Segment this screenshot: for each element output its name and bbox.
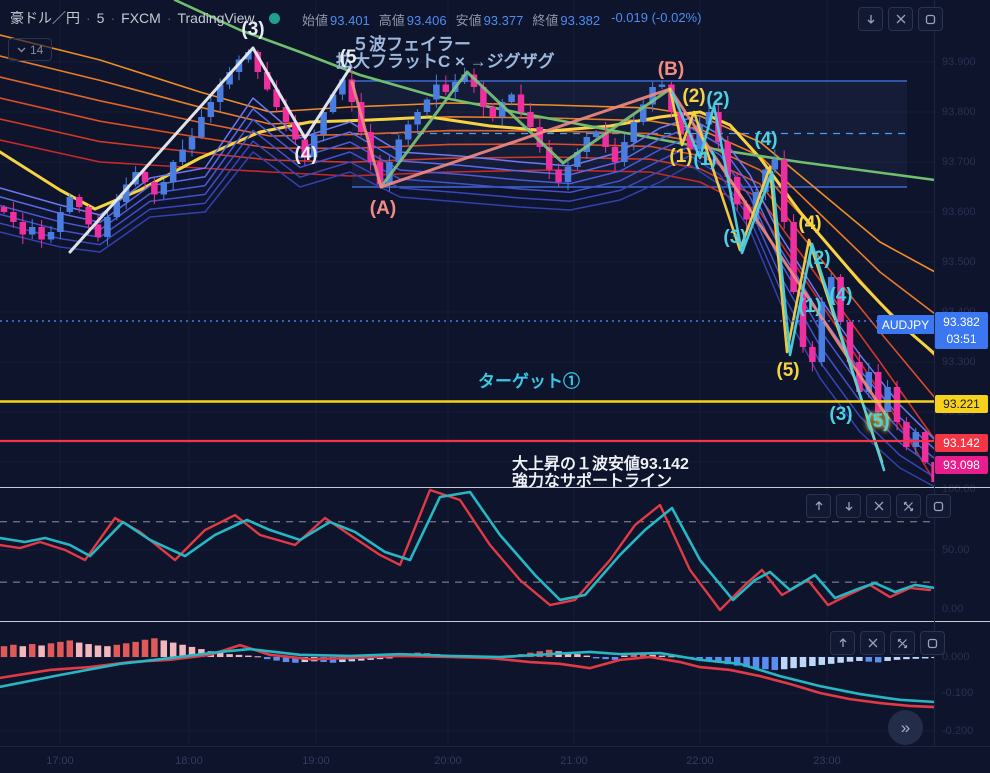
time-tick: 23:00 bbox=[813, 755, 841, 767]
stoch-tick: 100.00 bbox=[942, 483, 976, 495]
collapse-icon bbox=[897, 638, 908, 648]
pink-level-label: 93.098 bbox=[935, 456, 988, 474]
close-icon bbox=[874, 501, 883, 511]
stoch-tick: 50.00 bbox=[942, 544, 970, 556]
time-tick: 21:00 bbox=[560, 755, 588, 767]
maximize-icon bbox=[925, 14, 936, 24]
high-value: 93.406 bbox=[406, 13, 447, 28]
time-tick: 22:00 bbox=[686, 755, 714, 767]
close-value: 93.382 bbox=[560, 13, 601, 28]
separator-dot: · bbox=[166, 10, 172, 26]
yellow-level-label: 93.221 bbox=[935, 395, 988, 413]
collapse-icon bbox=[903, 501, 914, 511]
macd-tick: -0.200 bbox=[942, 725, 974, 737]
go-to-realtime-button[interactable]: » bbox=[888, 710, 923, 745]
price-tick: 93.300 bbox=[942, 356, 976, 368]
close-pane-button[interactable] bbox=[888, 7, 913, 31]
collapse-pane-button[interactable] bbox=[890, 631, 915, 655]
macd-tick: -0.100 bbox=[942, 687, 974, 699]
arrow-up-icon bbox=[839, 638, 846, 647]
legend-collapse-chip[interactable]: 14 bbox=[8, 38, 53, 61]
low-value: 93.377 bbox=[483, 13, 524, 28]
maximize-icon bbox=[927, 638, 938, 648]
close-label: 終値 bbox=[532, 13, 559, 28]
maximize-icon bbox=[933, 501, 944, 511]
price-tick: 93.600 bbox=[942, 206, 976, 218]
open-value: 93.401 bbox=[330, 13, 370, 28]
time-tick: 19:00 bbox=[302, 755, 330, 767]
move-pane-up-button[interactable] bbox=[806, 494, 831, 518]
move-pane-up-button[interactable] bbox=[830, 631, 855, 655]
price-tick: 93.800 bbox=[942, 106, 976, 118]
separator-dot: · bbox=[110, 10, 116, 26]
price-tick: 93.700 bbox=[942, 156, 976, 168]
maximize-pane-button[interactable] bbox=[926, 494, 951, 518]
symbol-title[interactable]: 豪ドル／円 bbox=[10, 10, 80, 26]
maximize-pane-button[interactable] bbox=[918, 7, 943, 31]
time-axis[interactable]: 17:00 18:00 19:00 20:00 21:00 22:00 23:00 bbox=[0, 746, 990, 773]
legend-count: 14 bbox=[30, 42, 44, 57]
arrow-up-icon bbox=[815, 501, 822, 510]
move-pane-down-button[interactable] bbox=[858, 7, 883, 31]
macd-pane-buttons bbox=[830, 631, 945, 655]
exchange-name: FXCM bbox=[121, 10, 161, 26]
vendor-name: TradingView bbox=[177, 10, 255, 26]
market-status-icon[interactable] bbox=[268, 12, 280, 24]
low-label: 安値 bbox=[455, 13, 482, 28]
arrow-down-icon bbox=[845, 502, 852, 511]
close-pane-button[interactable] bbox=[860, 631, 885, 655]
main-pane-buttons bbox=[858, 7, 943, 31]
high-label: 高値 bbox=[378, 13, 405, 28]
stoch-pane-buttons bbox=[806, 494, 951, 518]
chevron-down-icon bbox=[17, 47, 26, 52]
close-icon bbox=[896, 14, 905, 24]
red-level-label: 93.142 bbox=[935, 434, 988, 452]
symbol-header[interactable]: 豪ドル／円 · 5 · FXCM · TradingView bbox=[10, 8, 280, 28]
stoch-tick: 0.00 bbox=[942, 603, 964, 615]
collapse-pane-button[interactable] bbox=[896, 494, 921, 518]
move-pane-down-button[interactable] bbox=[836, 494, 861, 518]
pane-separator[interactable] bbox=[0, 487, 990, 488]
close-icon bbox=[868, 638, 877, 648]
open-label: 始値 bbox=[302, 13, 329, 28]
separator-dot: · bbox=[86, 10, 91, 26]
macd-tick: 0.000 bbox=[942, 651, 970, 663]
pane-separator[interactable] bbox=[0, 621, 990, 622]
price-tick: 93.500 bbox=[942, 256, 976, 268]
close-pane-button[interactable] bbox=[866, 494, 891, 518]
maximize-pane-button[interactable] bbox=[920, 631, 945, 655]
symbol-price-tag: AUDJPY bbox=[877, 315, 934, 334]
scale-separator bbox=[934, 0, 935, 746]
time-tick: 17:00 bbox=[46, 755, 74, 767]
price-tick: 93.900 bbox=[942, 56, 976, 68]
time-tick: 20:00 bbox=[434, 755, 462, 767]
time-tick: 18:00 bbox=[175, 755, 203, 767]
arrow-down-icon bbox=[867, 15, 874, 24]
current-price-value: 93.382 bbox=[943, 314, 980, 329]
current-price-label: 93.382 03:51 bbox=[935, 312, 988, 349]
ohlc-row: 始値 93.401 高値 93.406 安値 93.377 終値 93.382 -0.0… bbox=[302, 10, 701, 29]
bar-countdown: 03:51 bbox=[946, 331, 977, 346]
change-value: -0.019 (-0.02%) bbox=[611, 10, 702, 25]
interval-value[interactable]: 5 bbox=[96, 10, 105, 26]
